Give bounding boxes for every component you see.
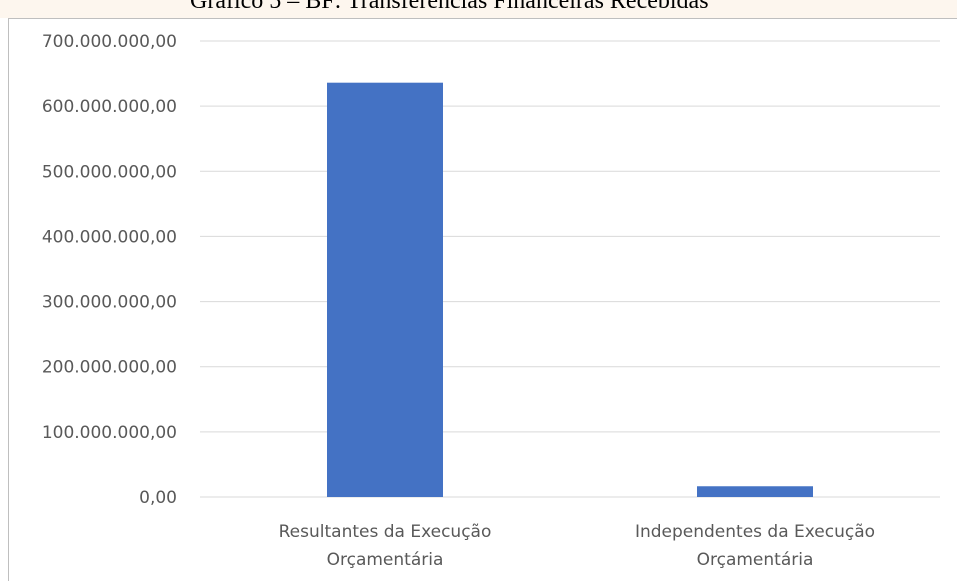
bars (327, 82, 813, 497)
x-category-label: Orçamentária (327, 550, 444, 570)
x-axis-categories: Resultantes da Execução Orçamentária Indep… (279, 522, 875, 570)
y-tick-label: 700.000.000,00 (42, 32, 177, 52)
x-category-label: Orçamentária (697, 550, 814, 570)
title-strip: Gráfico 5 – BF: Transferências Financeir… (0, 0, 957, 18)
y-tick-label: 200.000.000,00 (42, 358, 177, 378)
y-tick-label: 0,00 (139, 488, 177, 508)
bar (327, 82, 443, 497)
y-tick-label: 500.000.000,00 (42, 162, 177, 182)
gridlines (200, 40, 940, 498)
bar (697, 486, 813, 497)
y-axis-ticks: 0,00 100.000.000,00 200.000.000,00 300.000.… (42, 32, 177, 508)
y-tick-label: 100.000.000,00 (42, 423, 177, 443)
y-tick-label: 400.000.000,00 (42, 227, 177, 247)
y-tick-label: 300.000.000,00 (42, 293, 177, 313)
y-tick-label: 600.000.000,00 (42, 97, 177, 117)
x-category-label: Resultantes da Execução (279, 522, 492, 542)
chart-title: Gráfico 5 – BF: Transferências Financeir… (190, 0, 709, 14)
x-category-label: Independentes da Execução (635, 522, 875, 542)
